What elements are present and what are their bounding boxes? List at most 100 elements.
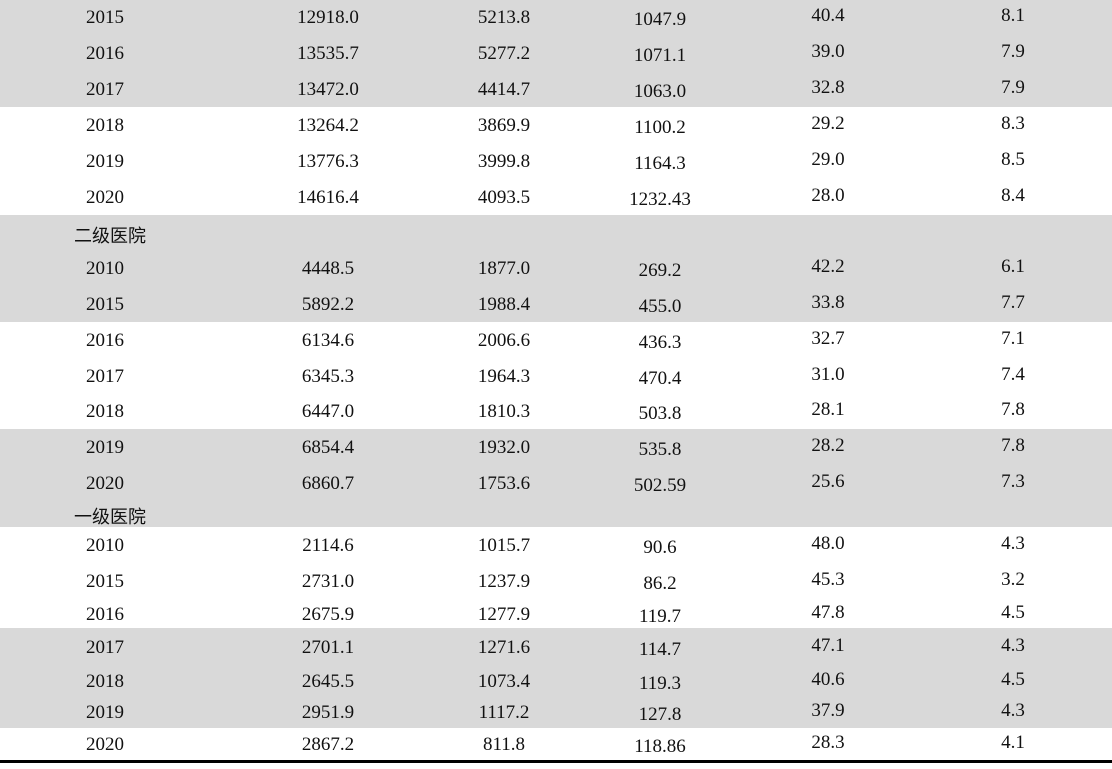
value-cell: 8.5 — [1001, 149, 1025, 170]
value-cell: 1117.2 — [478, 702, 530, 723]
value-cell: 6134.6 — [301, 330, 355, 351]
value-cell: 8.1 — [1001, 5, 1025, 26]
year-cell: 2015 — [86, 294, 124, 315]
value-cell: 470.4 — [638, 368, 682, 389]
value-cell: 127.8 — [638, 704, 682, 725]
value-cell: 45.3 — [811, 569, 845, 590]
year-cell: 2017 — [86, 637, 124, 658]
value-cell: 1932.0 — [477, 437, 531, 458]
value-cell: 436.3 — [638, 332, 682, 353]
row-band — [0, 215, 1112, 322]
year-cell: 2015 — [86, 571, 124, 592]
value-cell: 5892.2 — [301, 294, 355, 315]
value-cell: 32.7 — [811, 328, 845, 349]
value-cell: 502.59 — [633, 475, 687, 496]
section-label: 二级医院 — [74, 226, 146, 247]
value-cell: 5277.2 — [477, 43, 531, 64]
value-cell: 114.7 — [638, 639, 682, 660]
value-cell: 1063.0 — [633, 81, 687, 102]
year-cell: 2019 — [86, 702, 124, 723]
value-cell: 4.3 — [1001, 533, 1025, 554]
value-cell: 535.8 — [638, 439, 682, 460]
year-cell: 2017 — [86, 79, 124, 100]
value-cell: 28.3 — [811, 732, 845, 753]
row-band — [0, 429, 1112, 527]
year-cell: 2018 — [86, 115, 124, 136]
year-cell: 2018 — [86, 401, 124, 422]
value-cell: 13472.0 — [297, 79, 359, 100]
year-cell: 2019 — [86, 437, 124, 458]
value-cell: 1164.3 — [634, 153, 686, 174]
value-cell: 1232.43 — [629, 189, 691, 210]
value-cell: 1015.7 — [477, 535, 531, 556]
year-cell: 2020 — [86, 473, 124, 494]
value-cell: 1877.0 — [477, 258, 531, 279]
value-cell: 6.1 — [1001, 256, 1025, 277]
year-cell: 2016 — [86, 43, 124, 64]
value-cell: 7.1 — [1001, 328, 1025, 349]
value-cell: 32.8 — [811, 77, 845, 98]
value-cell: 119.7 — [638, 606, 682, 627]
value-cell: 7.9 — [1001, 77, 1025, 98]
value-cell: 6854.4 — [301, 437, 355, 458]
value-cell: 269.2 — [638, 260, 682, 281]
value-cell: 455.0 — [638, 296, 682, 317]
value-cell: 7.8 — [1001, 399, 1025, 420]
value-cell: 12918.0 — [297, 7, 359, 28]
bottom-rule — [0, 760, 1112, 763]
value-cell: 7.9 — [1001, 41, 1025, 62]
year-cell: 2015 — [86, 7, 124, 28]
section-label: 一级医院 — [74, 507, 146, 528]
year-cell: 2016 — [86, 330, 124, 351]
value-cell: 4.3 — [1001, 700, 1025, 721]
value-cell: 8.3 — [1001, 113, 1025, 134]
value-cell: 118.86 — [634, 736, 686, 757]
year-cell: 2020 — [86, 734, 124, 755]
value-cell: 1237.9 — [477, 571, 531, 592]
year-cell: 2016 — [86, 604, 124, 625]
value-cell: 2701.1 — [301, 637, 355, 658]
value-cell: 119.3 — [638, 673, 682, 694]
value-cell: 1047.9 — [633, 9, 687, 30]
year-cell: 2010 — [86, 535, 124, 556]
value-cell: 28.2 — [811, 435, 845, 456]
value-cell: 4.1 — [1001, 732, 1025, 753]
value-cell: 1753.6 — [477, 473, 531, 494]
value-cell: 2731.0 — [301, 571, 355, 592]
value-cell: 29.0 — [811, 149, 845, 170]
value-cell: 28.0 — [811, 185, 845, 206]
value-cell: 4.5 — [1001, 669, 1025, 690]
year-cell: 2018 — [86, 671, 124, 692]
value-cell: 2114.6 — [302, 535, 354, 556]
value-cell: 6447.0 — [301, 401, 355, 422]
value-cell: 37.9 — [811, 700, 845, 721]
value-cell: 811.8 — [482, 734, 526, 755]
value-cell: 4.3 — [1001, 635, 1025, 656]
value-cell: 47.1 — [811, 635, 845, 656]
value-cell: 14616.4 — [297, 187, 359, 208]
value-cell: 48.0 — [811, 533, 845, 554]
value-cell: 1988.4 — [477, 294, 531, 315]
value-cell: 7.3 — [1001, 471, 1025, 492]
value-cell: 4.5 — [1001, 602, 1025, 623]
value-cell: 13535.7 — [297, 43, 359, 64]
row-band — [0, 628, 1112, 728]
value-cell: 47.8 — [811, 602, 845, 623]
value-cell: 42.2 — [811, 256, 845, 277]
year-cell: 2019 — [86, 151, 124, 172]
value-cell: 2006.6 — [477, 330, 531, 351]
value-cell: 6345.3 — [301, 366, 355, 387]
value-cell: 4448.5 — [301, 258, 355, 279]
year-cell: 2020 — [86, 187, 124, 208]
value-cell: 29.2 — [811, 113, 845, 134]
value-cell: 3999.8 — [477, 151, 531, 172]
value-cell: 7.4 — [1001, 364, 1025, 385]
value-cell: 31.0 — [811, 364, 845, 385]
value-cell: 1100.2 — [634, 117, 686, 138]
value-cell: 1277.9 — [477, 604, 531, 625]
value-cell: 2645.5 — [301, 671, 355, 692]
value-cell: 4414.7 — [477, 79, 531, 100]
value-cell: 1271.6 — [477, 637, 531, 658]
value-cell: 33.8 — [811, 292, 845, 313]
